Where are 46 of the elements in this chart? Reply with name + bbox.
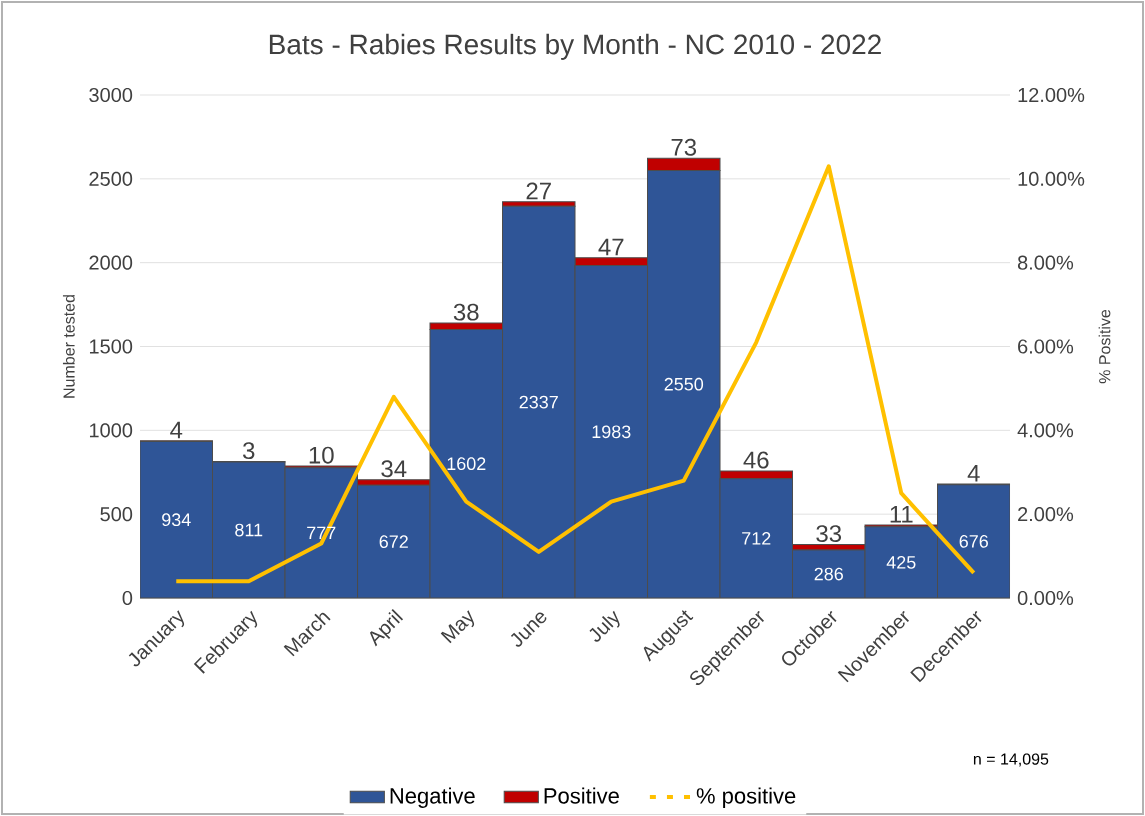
y2-tick-label: 6.00% [1018,339,1074,354]
text: n = 14,095 [973,753,1049,767]
data-label: 1602 [447,457,486,471]
data-label: 38 [453,303,479,321]
data-label: 11 [890,506,913,523]
y-tick-label: 1000 [89,423,133,438]
data-label: 2550 [664,377,704,391]
chart-title: Bats - Rabies Results by Month - NC 2010 - 2022 [269,33,881,60]
y2-axis-title: % Positive [1098,309,1111,384]
y-tick-label: 2000 [89,255,133,270]
data-label: 286 [814,567,843,581]
data-label: 46 [743,451,769,469]
y-tick-label: 1500 [89,339,133,354]
y2-tick-label: 0.00% [1017,590,1074,606]
x-tick-label: May [440,610,475,644]
y2-tick-label: 10.00% [1018,171,1085,186]
data-label: 47 [598,238,624,256]
data-label: 811 [235,523,263,537]
data-label: 676 [959,534,988,548]
legend-label: Negative [390,787,475,808]
data-label: 33 [816,525,842,543]
legend-label: % positive [696,787,796,808]
data-label: 10 [309,446,334,464]
y-tick-label: 3000 [89,87,133,103]
data-label: 2337 [519,395,558,409]
y-tick-label: 2500 [89,171,133,186]
data-label: 4 [967,465,980,482]
data-label: 73 [671,138,697,156]
data-label: 672 [379,535,408,549]
x-tick-label: July [589,610,620,642]
data-label: 425 [886,555,916,569]
data-label: 4 [170,421,183,439]
data-label: 1983 [592,425,631,439]
y-tick-label: 500 [100,507,133,522]
data-label: 3 [242,442,255,460]
legend-label: Positive [544,787,619,804]
y2-tick-label: 12.00% [1018,87,1085,103]
y2-tick-label: 4.00% [1017,423,1074,438]
data-label: 34 [381,460,407,478]
y-axis-title: Number tested [62,295,75,398]
y2-tick-label: 2.00% [1018,507,1074,522]
y-tick-label: 0 [122,590,133,606]
data-label: 712 [742,532,771,545]
y2-tick-label: 8.00% [1017,255,1074,270]
data-label: 934 [162,513,191,527]
data-label: 27 [526,182,551,200]
